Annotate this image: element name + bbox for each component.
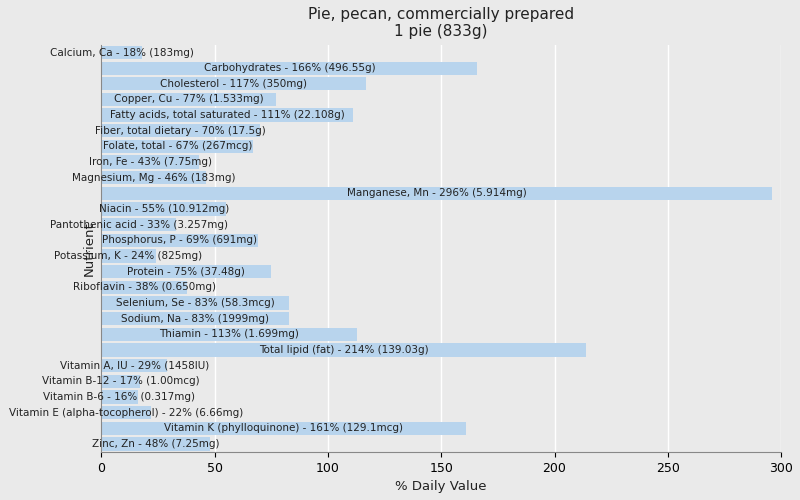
Text: Vitamin A, IU - 29% (1458IU): Vitamin A, IU - 29% (1458IU)	[59, 360, 209, 370]
Bar	[102, 312, 290, 326]
Bar	[102, 140, 253, 153]
Text: Phosphorus, P - 69% (691mg): Phosphorus, P - 69% (691mg)	[102, 236, 257, 246]
Bar	[102, 359, 167, 372]
Y-axis label: Nutrient: Nutrient	[82, 221, 96, 276]
Bar	[102, 374, 140, 388]
Bar	[102, 156, 198, 169]
Bar	[102, 218, 176, 232]
Bar	[102, 422, 466, 435]
Text: Vitamin E (alpha-tocopherol) - 22% (6.66mg): Vitamin E (alpha-tocopherol) - 22% (6.66…	[9, 408, 243, 418]
X-axis label: % Daily Value: % Daily Value	[395, 480, 487, 493]
Text: Sodium, Na - 83% (1999mg): Sodium, Na - 83% (1999mg)	[122, 314, 270, 324]
Text: Total lipid (fat) - 214% (139.03g): Total lipid (fat) - 214% (139.03g)	[259, 345, 429, 355]
Text: Riboflavin - 38% (0.650mg): Riboflavin - 38% (0.650mg)	[73, 282, 216, 292]
Text: Niacin - 55% (10.912mg): Niacin - 55% (10.912mg)	[98, 204, 229, 214]
Text: Zinc, Zn - 48% (7.25mg): Zinc, Zn - 48% (7.25mg)	[92, 439, 219, 449]
Text: Magnesium, Mg - 46% (183mg): Magnesium, Mg - 46% (183mg)	[72, 173, 235, 183]
Text: Calcium, Ca - 18% (183mg): Calcium, Ca - 18% (183mg)	[50, 48, 194, 58]
Text: Vitamin K (phylloquinone) - 161% (129.1mcg): Vitamin K (phylloquinone) - 161% (129.1m…	[164, 424, 403, 434]
Text: Copper, Cu - 77% (1.533mg): Copper, Cu - 77% (1.533mg)	[114, 94, 263, 104]
Bar	[102, 265, 271, 278]
Text: Fiber, total dietary - 70% (17.5g): Fiber, total dietary - 70% (17.5g)	[95, 126, 266, 136]
Bar	[102, 124, 260, 138]
Bar	[102, 171, 206, 184]
Bar	[102, 250, 156, 262]
Bar	[102, 108, 353, 122]
Text: Iron, Fe - 43% (7.75mg): Iron, Fe - 43% (7.75mg)	[89, 157, 211, 167]
Bar	[102, 77, 366, 90]
Bar	[102, 280, 187, 294]
Bar	[102, 406, 151, 419]
Text: Pantothenic acid - 33% (3.257mg): Pantothenic acid - 33% (3.257mg)	[50, 220, 228, 230]
Title: Pie, pecan, commercially prepared
1 pie (833g): Pie, pecan, commercially prepared 1 pie …	[308, 7, 574, 40]
Bar	[102, 234, 258, 247]
Text: Selenium, Se - 83% (58.3mcg): Selenium, Se - 83% (58.3mcg)	[116, 298, 274, 308]
Bar	[102, 62, 478, 75]
Bar	[102, 93, 276, 106]
Text: Cholesterol - 117% (350mg): Cholesterol - 117% (350mg)	[160, 79, 307, 89]
Bar	[102, 328, 358, 341]
Bar	[102, 187, 772, 200]
Bar	[102, 438, 210, 450]
Text: Potassium, K - 24% (825mg): Potassium, K - 24% (825mg)	[54, 251, 202, 261]
Text: Manganese, Mn - 296% (5.914mg): Manganese, Mn - 296% (5.914mg)	[347, 188, 526, 198]
Bar	[102, 202, 226, 215]
Text: Fatty acids, total saturated - 111% (22.108g): Fatty acids, total saturated - 111% (22.…	[110, 110, 345, 120]
Text: Folate, total - 67% (267mcg): Folate, total - 67% (267mcg)	[102, 142, 252, 152]
Bar	[102, 390, 138, 404]
Bar	[102, 344, 586, 356]
Text: Thiamin - 113% (1.699mg): Thiamin - 113% (1.699mg)	[159, 330, 299, 340]
Bar	[102, 46, 142, 59]
Text: Vitamin B-12 - 17% (1.00mcg): Vitamin B-12 - 17% (1.00mcg)	[42, 376, 199, 386]
Text: Vitamin B-6 - 16% (0.317mg): Vitamin B-6 - 16% (0.317mg)	[43, 392, 195, 402]
Text: Protein - 75% (37.48g): Protein - 75% (37.48g)	[127, 266, 246, 276]
Bar	[102, 296, 290, 310]
Text: Carbohydrates - 166% (496.55g): Carbohydrates - 166% (496.55g)	[203, 63, 375, 73]
